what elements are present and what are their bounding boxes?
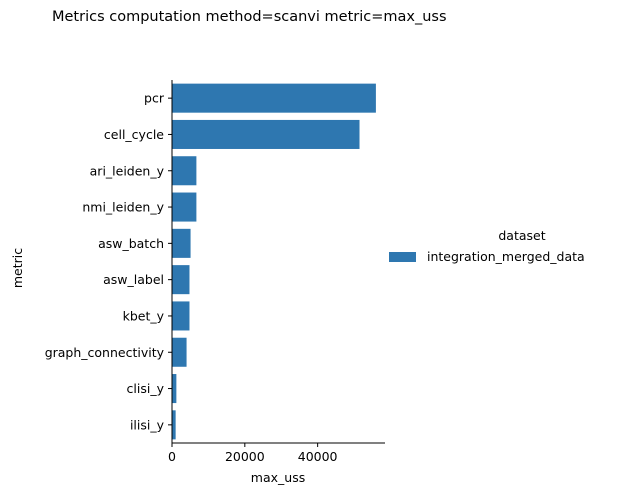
x-axis-label: max_uss [251,470,305,485]
y-tick-label: asw_batch [98,236,164,251]
bar-ilisi-y [172,410,176,440]
x-tick-label: 0 [168,449,176,464]
bar-asw-label [172,265,190,295]
bar-ari-leiden-y [172,156,197,186]
bar-kbet-y [172,301,190,331]
y-tick-label: cell_cycle [104,127,164,142]
bar-graph-connectivity [172,337,187,367]
x-axis: 0 20000 40000 [168,442,385,464]
legend-title: dataset [498,228,545,243]
y-tick-label: graph_connectivity [45,345,165,360]
y-axis-label: metric [10,248,25,288]
y-tick-label: ilisi_y [130,417,165,432]
y-tick-label: kbet_y [123,308,165,323]
bar-cell-cycle [172,119,360,149]
y-tick-label: clisi_y [127,381,165,396]
legend: dataset integration_merged_data [389,228,585,264]
bar-clisi-y [172,374,177,404]
bar-asw-batch [172,228,191,258]
chart-title: Metrics computation method=scanvi metric… [52,9,447,25]
bar-pcr [172,83,376,113]
y-tick-label: pcr [144,91,165,106]
bar-nmi-leiden-y [172,192,197,222]
y-tick-label: asw_label [103,272,164,287]
legend-entry: integration_merged_data [427,249,585,264]
bars-group [172,83,376,440]
y-tick-label: nmi_leiden_y [82,200,164,215]
legend-swatch [389,252,416,262]
x-tick-label: 40000 [298,449,338,464]
y-tick-label: ari_leiden_y [90,163,165,178]
x-tick-label: 20000 [225,449,265,464]
y-axis: pcr cell_cycle ari_leiden_y nmi_leiden_yasw… [45,80,173,443]
